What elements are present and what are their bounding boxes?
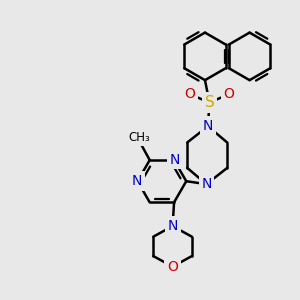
Text: O: O — [167, 260, 178, 274]
Text: N: N — [203, 119, 213, 133]
Text: N: N — [169, 152, 180, 167]
Text: O: O — [185, 86, 196, 100]
Text: O: O — [223, 86, 234, 100]
Text: N: N — [167, 219, 178, 233]
Text: N: N — [132, 174, 142, 188]
Text: CH₃: CH₃ — [128, 131, 150, 144]
Text: N: N — [201, 177, 212, 191]
Text: S: S — [205, 95, 214, 110]
